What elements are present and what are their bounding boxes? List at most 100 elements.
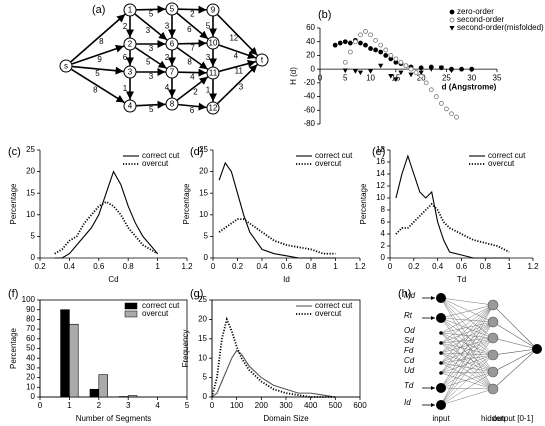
x-tick-label: 4 <box>155 401 160 410</box>
y-tick-label: 5 <box>31 232 36 241</box>
bar <box>127 395 138 398</box>
edge-label: 1 <box>206 86 211 95</box>
legend-marker <box>449 17 455 23</box>
edge <box>216 14 259 56</box>
point <box>398 59 404 65</box>
connection <box>440 304 494 334</box>
x-tick-label: 200 <box>255 401 269 410</box>
x-tick-label: 3 <box>126 401 131 410</box>
edge-label: 2 <box>190 10 195 19</box>
input-node <box>436 400 446 410</box>
y-tick-label: 0 <box>203 392 208 401</box>
x-tick-label: 0.4 <box>256 262 268 271</box>
node-label: 12 <box>209 104 218 113</box>
edge-label: 3 <box>206 53 211 62</box>
x-axis-label: Id <box>283 275 290 284</box>
point <box>368 32 373 38</box>
edge <box>176 47 209 70</box>
y-tick-label: 0 <box>204 253 209 262</box>
node <box>165 97 179 111</box>
y-tick-label: 6 <box>381 217 386 226</box>
x-tick-label: 2 <box>97 401 102 410</box>
y-tick-label: 40 <box>26 353 35 362</box>
x-tick-label: 0.8 <box>480 262 492 271</box>
y-tick-label: 50 <box>26 344 35 353</box>
edge <box>71 44 125 65</box>
y-tick-label: 10 <box>26 210 35 219</box>
legend-swatch <box>124 302 138 310</box>
input-node <box>439 361 443 365</box>
y-tick-label: -80 <box>303 119 315 128</box>
panel-label: (b) <box>318 9 331 21</box>
point <box>418 65 424 71</box>
input-node <box>439 351 443 355</box>
y-axis-label: Percentage <box>182 183 191 224</box>
y-tick-label: 20 <box>306 51 315 60</box>
edge <box>134 13 168 41</box>
y-tick-label: 5 <box>203 373 208 382</box>
edge <box>136 100 166 109</box>
legend-label: overcut <box>315 309 342 318</box>
point <box>393 56 399 62</box>
edge <box>72 65 124 75</box>
y-tick-label: 14 <box>376 169 385 178</box>
legend-label: correct cut <box>315 301 353 310</box>
output-node <box>532 344 542 354</box>
input-label: Rt <box>404 311 413 320</box>
point <box>413 70 419 75</box>
node <box>206 36 220 50</box>
line <box>54 170 159 259</box>
y-axis-label: Percentage <box>359 183 368 224</box>
input-node <box>436 293 446 303</box>
y-tick-label: 18 <box>376 145 385 154</box>
line <box>211 349 336 398</box>
edge-label: 3 <box>146 26 151 35</box>
connection <box>440 372 494 390</box>
edge-label: 6 <box>123 53 128 62</box>
x-tick-label: 400 <box>304 401 318 410</box>
node-label: 7 <box>170 68 175 77</box>
x-tick-label: 0 <box>211 262 216 271</box>
connection <box>440 321 494 354</box>
point <box>363 29 368 34</box>
connection <box>440 297 494 356</box>
input-label: Fd <box>404 346 414 355</box>
node <box>255 53 269 67</box>
node-label: 8 <box>170 100 175 109</box>
point <box>469 66 475 72</box>
panel-label: (h) <box>398 288 411 300</box>
input-label: Od <box>404 326 415 335</box>
legend-label: overcut <box>488 159 515 168</box>
x-axis-label: Number of Segments <box>76 414 152 423</box>
y-tick-label: 15 <box>26 188 35 197</box>
connection <box>440 371 494 374</box>
connection <box>440 337 494 354</box>
panel-label: (a) <box>92 4 105 16</box>
edge <box>70 13 126 63</box>
x-tick-label: 1.2 <box>527 262 539 271</box>
legend-label: overcut <box>142 309 169 318</box>
point <box>428 67 434 72</box>
y-tick-label: 20 <box>199 167 208 176</box>
node <box>123 37 137 51</box>
edge-label: 3 <box>149 72 154 81</box>
input-node <box>439 371 443 375</box>
x-tick-label: 25 <box>442 73 451 82</box>
x-tick-label: 1.2 <box>181 262 193 271</box>
edge-label: 4 <box>234 51 239 60</box>
panel-label: (c) <box>8 146 21 158</box>
line <box>218 218 336 255</box>
connection <box>492 337 538 350</box>
x-axis-label: d (Angstrome) <box>442 82 497 91</box>
connection <box>440 337 494 364</box>
point <box>358 40 363 46</box>
input-node <box>436 383 446 393</box>
x-tick-label: 0 <box>318 73 323 82</box>
line <box>54 200 159 255</box>
x-tick-label: 1 <box>67 401 72 410</box>
edge-label: 2 <box>123 22 128 31</box>
edge <box>217 63 258 105</box>
y-tick-label: 2 <box>381 241 386 250</box>
line <box>395 154 510 259</box>
connection <box>440 317 494 339</box>
